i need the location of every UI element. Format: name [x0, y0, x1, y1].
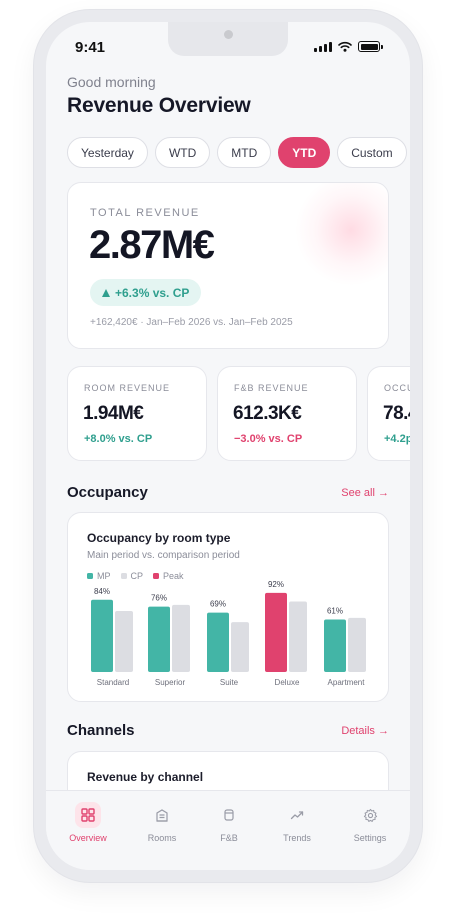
- tab-label: Settings: [353, 833, 387, 843]
- status-icons: [314, 41, 383, 52]
- occupancy-card-subtitle: Main period vs. comparison period: [87, 550, 240, 561]
- kpi-card-fnb-revenue[interactable]: F&B REVENUE 612.3K€ −3.0% vs. CP: [217, 366, 357, 461]
- total-revenue-label: TOTAL REVENUE: [90, 207, 200, 219]
- kpi-value: 78.4%: [383, 403, 410, 424]
- bar-cp-suite: [231, 622, 249, 672]
- details-link[interactable]: Details →: [341, 725, 389, 737]
- tab-fnb[interactable]: F&B: [193, 791, 265, 855]
- chart-legend: MP CP Peak: [87, 571, 184, 581]
- tab-label: Rooms: [147, 833, 177, 843]
- page-title: Revenue Overview: [67, 94, 251, 117]
- camera-icon: [224, 30, 233, 39]
- total-revenue-value: 2.87M€: [89, 223, 215, 267]
- occupancy-bar-chart: 84% Standard 76% Superior 69% Suite 92% Deluxe 6…: [91, 580, 366, 687]
- total-revenue-delta: +6.3% vs. CP: [115, 285, 190, 300]
- tab-rooms[interactable]: Rooms: [126, 791, 198, 855]
- tab-label: Overview: [69, 833, 107, 843]
- period-yesterday[interactable]: Yesterday: [67, 137, 148, 168]
- tab-overview[interactable]: Overview: [52, 791, 124, 855]
- bar-cp-deluxe: [289, 601, 307, 672]
- data-label-suite: 69%: [210, 600, 226, 609]
- bar-mp-suite: [207, 612, 229, 672]
- period-ytd[interactable]: YTD: [278, 137, 331, 168]
- period-custom[interactable]: Custom: [337, 137, 407, 168]
- occupancy-section-title: Occupancy: [67, 484, 148, 501]
- status-time: 9:41: [75, 39, 106, 56]
- total-revenue-footnote: +162,420€ · Jan–Feb 2026 vs. Jan–Feb 202…: [90, 317, 293, 328]
- category-label-suite: Suite: [220, 678, 239, 687]
- kpi-change: +4.2pp vs. CP: [384, 433, 410, 445]
- decorative-glow: [296, 183, 388, 285]
- bar-cp-standard: [115, 610, 133, 672]
- legend-item-mp: MP: [87, 571, 111, 581]
- channels-section-title: Channels: [67, 722, 135, 739]
- kpi-card-room-revenue[interactable]: ROOM REVENUE 1.94M€ +8.0% vs. CP: [67, 366, 207, 461]
- bar-mp-apartment: [324, 619, 346, 672]
- total-revenue-card[interactable]: TOTAL REVENUE 2.87M€ +6.3% vs. CP +162,4…: [67, 182, 389, 349]
- tab-label: Trends: [283, 833, 311, 843]
- kpi-value: 612.3K€: [233, 403, 302, 424]
- signal-icon: [314, 42, 332, 52]
- battery-icon: [358, 41, 383, 52]
- data-label-standard: 84%: [94, 587, 110, 596]
- bottom-tab-bar: Overview Rooms F&B Trends Settings: [46, 790, 410, 870]
- greeting-text: Good morning: [67, 74, 156, 90]
- category-label-superior: Superior: [155, 678, 186, 687]
- status-bar: 9:41: [46, 22, 410, 72]
- legend-item-peak: Peak: [153, 571, 184, 581]
- trends-chart-icon: [284, 802, 310, 828]
- tab-trends[interactable]: Trends: [261, 791, 333, 855]
- occupancy-card: Occupancy by room type Main period vs. c…: [67, 512, 389, 702]
- period-selector: Yesterday WTD MTD YTD Custom: [67, 137, 407, 168]
- total-revenue-delta-badge: +6.3% vs. CP: [90, 279, 202, 306]
- bar-mp-standard: [91, 599, 113, 672]
- tab-label: F&B: [220, 833, 238, 843]
- period-wtd[interactable]: WTD: [154, 137, 211, 168]
- app-screen: 9:41 Good morning Revenue Overview Yeste…: [46, 22, 410, 870]
- kpi-value: 1.94M€: [83, 403, 144, 424]
- data-label-apartment: 61%: [327, 607, 343, 616]
- see-all-link[interactable]: See all →: [341, 487, 389, 499]
- category-label-deluxe: Deluxe: [275, 678, 300, 687]
- category-label-apartment: Apartment: [328, 678, 366, 687]
- tab-settings[interactable]: Settings: [334, 791, 406, 855]
- arrow-up-icon: [102, 288, 110, 297]
- kpi-label: ROOM REVENUE: [84, 383, 171, 393]
- bar-cp-apartment: [348, 617, 366, 672]
- kpi-label: F&B REVENUE: [234, 383, 309, 393]
- phone-notch: [168, 22, 288, 56]
- kpi-carousel[interactable]: ROOM REVENUE 1.94M€ +8.0% vs. CP F&B REV…: [67, 366, 410, 462]
- bar-mp-deluxe: [265, 592, 287, 672]
- legend-item-cp: CP: [120, 571, 143, 581]
- channels-card-title: Revenue by channel: [87, 770, 204, 784]
- occupancy-card-title: Occupancy by room type: [87, 531, 231, 545]
- fnb-cup-icon: [216, 802, 242, 828]
- wifi-icon: [338, 41, 352, 52]
- kpi-change: −3.0% vs. CP: [234, 433, 303, 445]
- bar-cp-superior: [172, 604, 190, 672]
- kpi-card-occupancy[interactable]: OCCUPANCY 78.4% +4.2pp vs. CP: [367, 366, 410, 461]
- kpi-label: OCCUPANCY: [384, 383, 410, 393]
- settings-gear-icon: [357, 802, 383, 828]
- bar-mp-superior: [148, 606, 170, 672]
- overview-grid-icon: [75, 802, 101, 828]
- rooms-building-icon: [149, 802, 175, 828]
- kpi-change: +8.0% vs. CP: [84, 433, 153, 445]
- category-label-standard: Standard: [97, 678, 129, 687]
- period-mtd[interactable]: MTD: [217, 137, 272, 168]
- data-label-deluxe: 92%: [268, 580, 284, 589]
- data-label-superior: 76%: [151, 594, 167, 603]
